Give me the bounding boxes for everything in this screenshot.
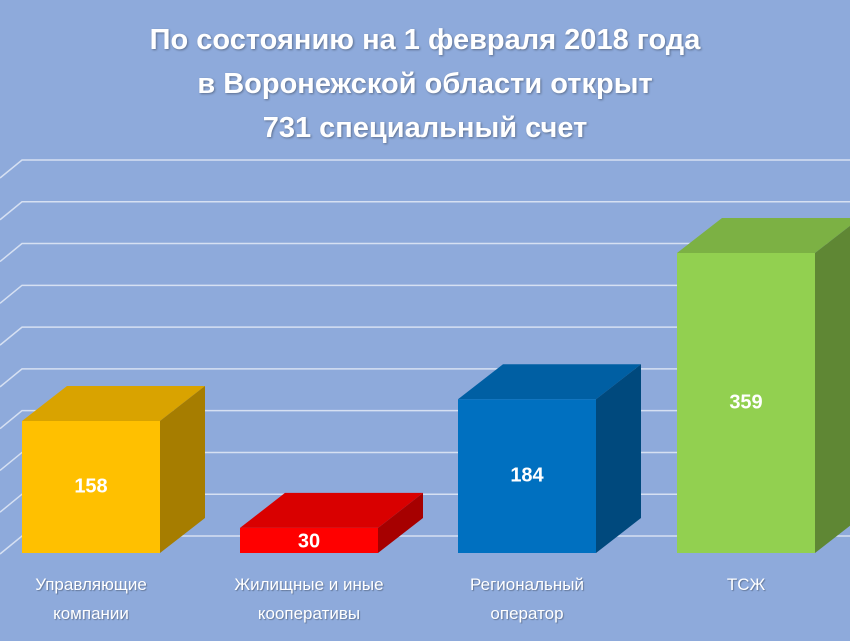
bar-side — [815, 225, 850, 553]
bar-side — [596, 364, 641, 553]
value-label: 30 — [298, 531, 320, 553]
grid-line — [0, 242, 850, 263]
chart-title: По состоянию на 1 февраля 2018 года в Во… — [149, 24, 701, 144]
grid-line — [0, 159, 850, 179]
bar — [240, 492, 423, 553]
grid-line — [0, 201, 850, 221]
grid-line — [0, 284, 850, 304]
bar-front — [240, 527, 378, 553]
bar-top — [22, 385, 205, 421]
bar — [22, 385, 205, 553]
value-label: 359 — [729, 391, 762, 413]
value-label: 158 — [74, 475, 107, 497]
x-tick-label: Управляющие компании — [35, 575, 147, 623]
bar-top — [240, 492, 423, 528]
x-tick-label: Региональный оператор — [470, 575, 584, 623]
bar-side — [160, 385, 205, 553]
grid-line — [0, 326, 850, 346]
bar-front — [677, 253, 815, 553]
bar-front — [22, 420, 160, 553]
bar-side — [378, 492, 423, 553]
bar-top — [458, 364, 641, 400]
bar — [677, 218, 850, 553]
x-tick-label: ТСЖ — [726, 575, 766, 594]
bar-front — [458, 399, 596, 553]
x-tick-label: Жилищные и иные кооперативы — [234, 575, 384, 623]
value-label: 184 — [510, 464, 544, 486]
bar-top — [677, 218, 850, 254]
bar — [458, 364, 641, 553]
